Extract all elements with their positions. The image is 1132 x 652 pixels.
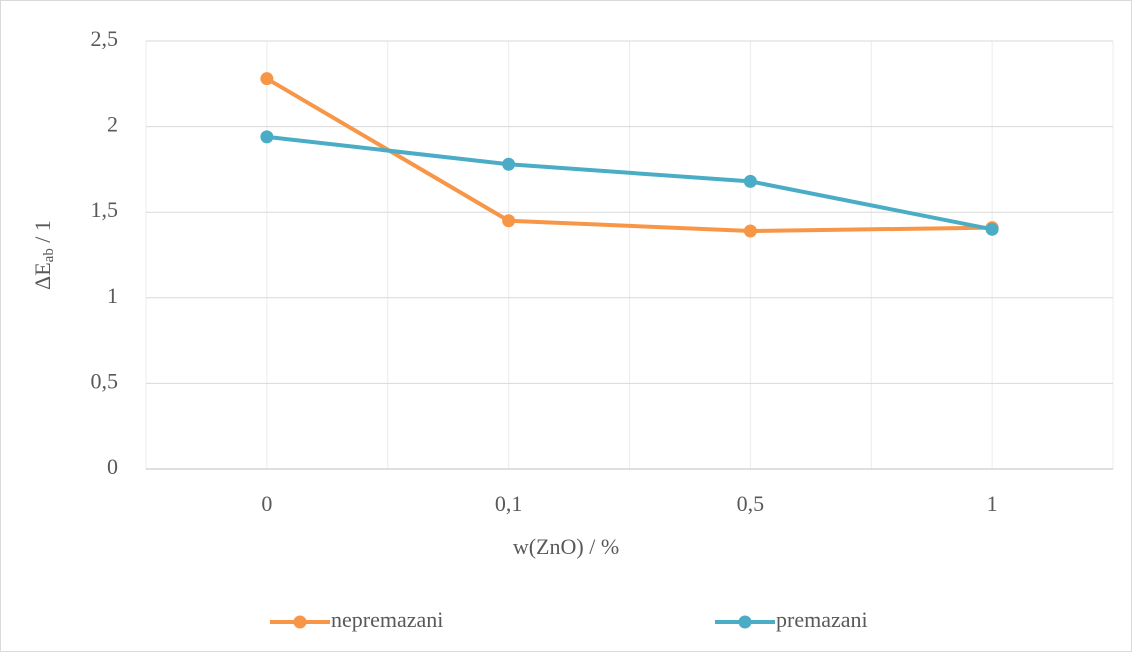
- data-point: [743, 174, 757, 188]
- data-point: [502, 157, 516, 171]
- data-point: [260, 72, 274, 86]
- data-point: [502, 214, 516, 228]
- y-tick-label: 0: [107, 454, 118, 479]
- y-axis-title-sub: ab: [41, 248, 57, 262]
- y-tick-label: 1,5: [91, 197, 119, 222]
- x-tick-label: 0,1: [495, 491, 523, 516]
- x-axis-title: w(ZnO) / %: [513, 534, 619, 559]
- legend-marker: [293, 615, 307, 629]
- y-tick-label: 0,5: [91, 368, 119, 393]
- series-line: [264, 134, 995, 232]
- legend-label: nepremazani: [331, 607, 443, 632]
- data-point: [985, 222, 999, 236]
- x-tick-label: 1: [987, 491, 998, 516]
- data-point: [743, 224, 757, 238]
- y-tick-label: 2: [107, 112, 118, 137]
- y-axis-title-main: ΔE: [30, 262, 55, 290]
- data-point: [260, 130, 274, 144]
- legend-marker: [738, 615, 752, 629]
- y-axis-title: ΔEab / 1: [30, 220, 57, 290]
- y-tick-label: 2,5: [91, 26, 119, 51]
- x-tick-label: 0: [261, 491, 272, 516]
- legend-label: premazani: [776, 607, 868, 632]
- x-tick-label: 0,5: [737, 491, 765, 516]
- y-axis-title-rest: / 1: [30, 220, 55, 248]
- y-tick-label: 1: [107, 283, 118, 308]
